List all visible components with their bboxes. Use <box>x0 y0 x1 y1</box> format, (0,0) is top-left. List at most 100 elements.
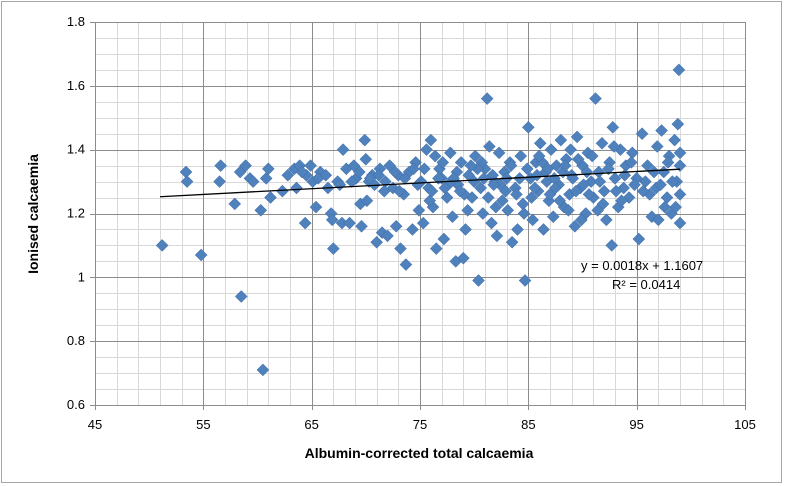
scatter-point <box>399 258 413 271</box>
scatter-point <box>589 92 602 105</box>
scatter-point <box>636 184 650 198</box>
scatter-point <box>658 200 672 214</box>
scatter-point <box>505 235 519 249</box>
scatter-point <box>454 156 468 169</box>
scatter-point <box>669 200 683 214</box>
y-tick-labels: 0.6 0.8 1 1.2 1.4 1.6 1.8 <box>67 14 85 412</box>
x-tick-label: 45 <box>88 417 102 432</box>
scatter-point <box>672 63 686 77</box>
scatter-point <box>423 194 437 208</box>
scatter-point <box>358 133 372 147</box>
scatter-point <box>276 184 289 198</box>
scatter-point <box>532 149 546 163</box>
x-tick-label: 55 <box>196 417 210 432</box>
scatter-point <box>564 143 577 157</box>
scatter-point <box>213 175 226 188</box>
scatter-point <box>608 172 622 185</box>
scatter-point <box>461 203 475 217</box>
scatter-point <box>541 162 555 176</box>
x-tick-label: 105 <box>734 417 756 432</box>
scatter-point <box>459 223 472 236</box>
scatter-point <box>562 203 575 217</box>
scatter-point <box>388 165 402 179</box>
scatter-point <box>549 181 562 195</box>
scatter-point <box>537 223 550 236</box>
scatter-point <box>585 149 599 163</box>
x-tick-label: 75 <box>413 417 427 432</box>
y-tick-label: 0.6 <box>67 397 85 412</box>
scatter-point <box>304 159 317 172</box>
scatter-point <box>429 242 443 255</box>
scatter-point <box>628 178 641 192</box>
scatter-point <box>393 184 406 198</box>
scatter-point <box>605 239 619 252</box>
scatter-point <box>309 200 323 214</box>
scatter-point <box>597 184 611 198</box>
x-tick-labels: 45 55 65 75 85 95 105 <box>88 417 756 432</box>
scatter-point <box>355 219 368 233</box>
scatter-point <box>476 207 490 220</box>
scatter-point <box>343 216 356 230</box>
scatter-point <box>569 184 583 198</box>
scatter-point <box>501 203 515 217</box>
scatter-point <box>622 191 636 204</box>
scatter-point <box>591 203 605 217</box>
scatter-point <box>504 159 518 172</box>
scatter-point <box>472 274 485 287</box>
scatter-point <box>595 136 609 150</box>
scatter-point <box>568 219 582 233</box>
scatter-point <box>528 181 542 195</box>
y-tick-label: 1.8 <box>67 14 85 29</box>
scatter-point <box>360 194 374 208</box>
scatter-point <box>333 178 347 192</box>
scatter-point <box>407 162 420 176</box>
scatter-point <box>456 251 470 265</box>
scatter-point <box>377 184 391 198</box>
scatter-point <box>325 213 339 227</box>
scatter-point <box>179 165 193 179</box>
scatter-point <box>281 168 295 182</box>
scatter-point <box>194 248 208 262</box>
scatter-point <box>443 146 457 160</box>
scatter-point <box>533 136 547 150</box>
scatter-point <box>617 181 631 195</box>
scatter-point <box>155 239 169 252</box>
scatter-point <box>660 191 674 204</box>
scatter-point <box>553 194 567 208</box>
scatter-point <box>436 156 450 169</box>
trendline <box>159 168 681 198</box>
scatter-point <box>477 172 491 185</box>
scatter-point <box>518 274 532 287</box>
scatter-point <box>489 200 503 214</box>
scatter-point <box>593 175 607 188</box>
scatter-point <box>618 168 632 182</box>
scatter-point <box>510 187 523 201</box>
scatter-point <box>671 117 685 131</box>
y-tick-label: 0.8 <box>67 333 85 348</box>
scatter-point <box>480 92 494 105</box>
scatter-point <box>570 130 584 144</box>
scatter-point <box>261 162 275 176</box>
scatter-point <box>370 235 384 249</box>
scatter-point <box>615 194 628 208</box>
scatter-point <box>417 162 431 176</box>
scatter-point <box>514 149 528 163</box>
scatter-point <box>635 127 649 141</box>
scatter-point <box>546 210 560 224</box>
scatter-point <box>438 181 452 195</box>
scatter-point <box>530 168 544 182</box>
scatter-point <box>256 363 270 377</box>
scatter-point <box>372 168 386 182</box>
scatter-point <box>592 165 606 179</box>
scatter-point <box>542 194 556 208</box>
scatter-point <box>580 165 594 179</box>
scatter-point <box>352 165 366 179</box>
scatter-point <box>520 162 534 176</box>
scatter-point <box>406 223 419 236</box>
scatter-point <box>295 165 309 179</box>
scatter-point <box>513 172 527 185</box>
scatter-point <box>345 175 359 188</box>
scatter-point <box>254 203 268 217</box>
